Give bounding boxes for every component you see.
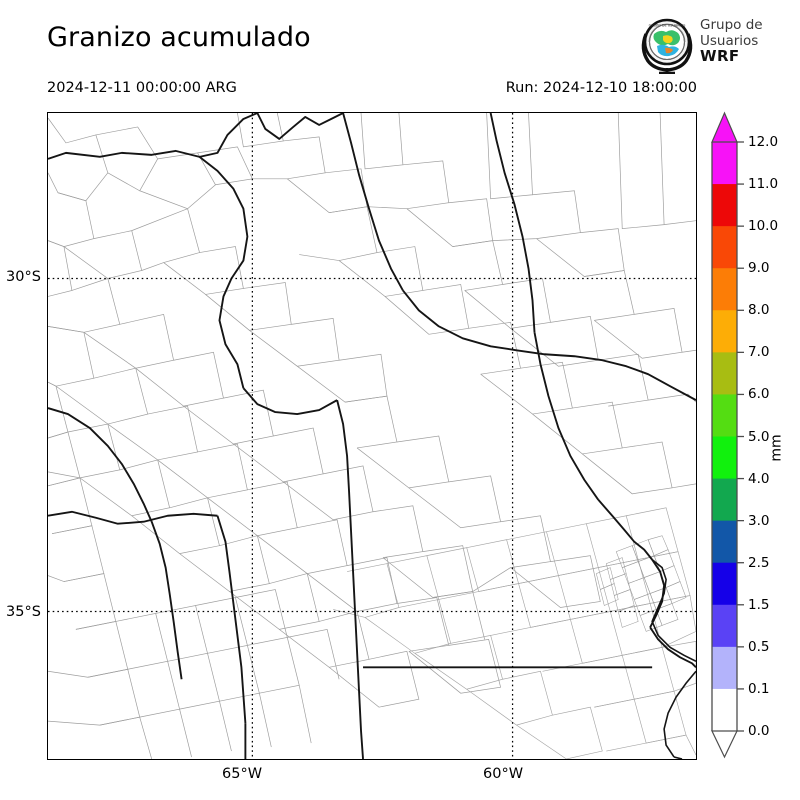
axis-label-lat-35s: 35°S [6, 604, 41, 620]
axis-label-lon-65w: 65°W [222, 766, 263, 782]
colorbar-band [712, 436, 737, 480]
colorbar-tick-label: 8.0 [748, 302, 770, 319]
axis-label-lat-30s: 30°S [6, 269, 41, 285]
logo-line-2: Usuarios [700, 32, 759, 49]
colorbar-tick-label: 7.0 [748, 344, 770, 361]
colorbar-over-arrow [711, 111, 738, 143]
colorbar-tick-label: 10.0 [748, 218, 779, 235]
colorbar-tick-label: 12.0 [748, 134, 779, 150]
colorbar-band [712, 268, 737, 311]
page-title: Granizo acumulado [47, 22, 311, 53]
eastern-department-boundaries [333, 507, 696, 759]
coastline [651, 558, 696, 759]
colorbar-tick-label: 6.0 [748, 386, 770, 403]
wrf-users-group-logo: GRUPO DE USUARIOS Grupo de Usuarios WRF [638, 16, 796, 74]
map-gridlines [48, 113, 696, 759]
colorbar-tick-label: 0.0 [748, 723, 770, 739]
colorbar-band [712, 310, 737, 353]
colorbar-band [712, 226, 737, 269]
colorbar-graphic [711, 111, 744, 759]
logo-line-3: WRF [700, 47, 740, 65]
colorbar: 0.0 0.1 0.5 1.5 2.5 3.0 4.0 5.0 6.0 7.0 8.0 9.0 10.0… [700, 108, 800, 764]
colorbar-tick-label: 11.0 [748, 176, 779, 193]
map-plot-area[interactable] [47, 112, 697, 760]
colorbar-band [712, 394, 737, 437]
colorbar-ticks [737, 141, 744, 732]
colorbar-band [712, 184, 737, 227]
map-vector-layers [48, 113, 696, 759]
colorbar-band [712, 646, 737, 690]
colorbar-under-arrow [711, 730, 738, 759]
colorbar-band [712, 520, 737, 564]
logo-text: Grupo de Usuarios WRF [700, 17, 796, 65]
department-boundaries [48, 113, 696, 759]
colorbar-band [712, 142, 737, 185]
colorbar-band [712, 478, 737, 522]
colorbar-band [712, 562, 737, 606]
colorbar-unit-label: mm [768, 434, 785, 462]
metropolitan-department-boundaries [595, 535, 687, 632]
province-borders [48, 113, 696, 759]
colorbar-tick-label: 4.0 [748, 470, 770, 487]
valid-time-label: 2024-12-11 00:00:00 ARG [47, 80, 237, 96]
colorbar-band [712, 352, 737, 395]
colorbar-tick-label: 9.0 [748, 260, 770, 277]
colorbar-band [712, 688, 737, 732]
wrf-globe-emblem-icon: GRUPO DE USUARIOS [641, 18, 693, 74]
colorbar-tick-label: 1.5 [748, 596, 770, 613]
colorbar-tick-label: 5.0 [748, 428, 770, 445]
axis-label-lon-60w: 60°W [483, 766, 524, 782]
colorbar-bands [711, 111, 738, 759]
svg-text:GRUPO DE USUARIOS: GRUPO DE USUARIOS [649, 24, 686, 28]
colorbar-tick-label: 0.1 [748, 680, 770, 697]
logo-line-1: Grupo de [700, 17, 763, 33]
colorbar-band [712, 604, 737, 648]
colorbar-tick-label: 2.5 [748, 554, 770, 571]
colorbar-tick-label: 0.5 [748, 638, 770, 655]
model-run-label: Run: 2024-12-10 18:00:00 [505, 80, 697, 96]
colorbar-tick-label: 3.0 [748, 512, 770, 529]
